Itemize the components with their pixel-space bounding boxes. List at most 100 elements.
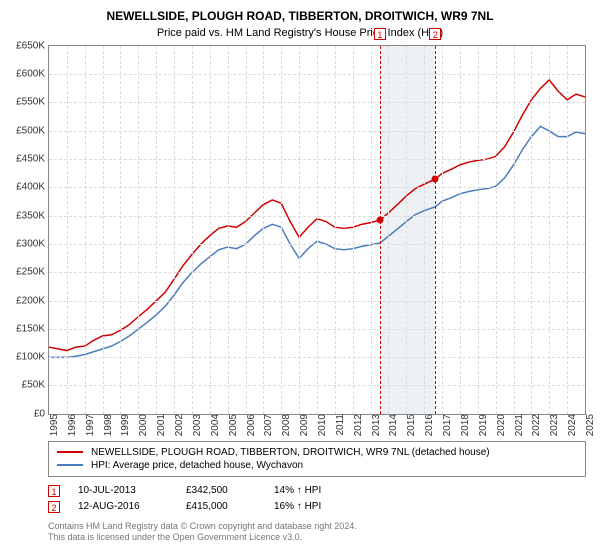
- y-axis-label: £550K: [16, 97, 49, 108]
- legend-item: HPI: Average price, detached house, Wych…: [57, 459, 577, 472]
- x-axis-label: 2016: [420, 414, 435, 436]
- gridline-vertical: [192, 46, 193, 414]
- gridline-vertical: [388, 46, 389, 414]
- gridline-vertical: [353, 46, 354, 414]
- legend-label: NEWELLSIDE, PLOUGH ROAD, TIBBERTON, DROI…: [91, 447, 490, 458]
- x-axis-label: 2021: [510, 414, 525, 436]
- sale-rows: 1 10-JUL-2013 £342,500 14% ↑ HPI 2 12-AU…: [48, 483, 586, 515]
- sale-point-marker: [432, 175, 439, 182]
- x-axis-label: 2025: [581, 414, 596, 436]
- x-axis-label: 2012: [349, 414, 364, 436]
- gridline-vertical: [281, 46, 282, 414]
- x-axis-label: 2011: [331, 414, 346, 436]
- x-axis-label: 2002: [170, 414, 185, 436]
- gridline-vertical: [442, 46, 443, 414]
- x-axis-label: 2003: [188, 414, 203, 436]
- x-axis-label: 2023: [545, 414, 560, 436]
- gridline-vertical: [228, 46, 229, 414]
- x-axis-label: 2007: [259, 414, 274, 436]
- y-axis-label: £150K: [16, 323, 49, 334]
- chart-title: NEWELLSIDE, PLOUGH ROAD, TIBBERTON, DROI…: [0, 0, 600, 25]
- sale-marker-label: 2: [429, 28, 441, 40]
- gridline-vertical: [317, 46, 318, 414]
- sale-row: 1 10-JUL-2013 £342,500 14% ↑ HPI: [48, 483, 586, 499]
- chart-container: NEWELLSIDE, PLOUGH ROAD, TIBBERTON, DROI…: [0, 0, 600, 560]
- gridline-vertical: [531, 46, 532, 414]
- sale-badge: 1: [48, 485, 60, 497]
- x-axis-label: 2022: [527, 414, 542, 436]
- y-axis-label: £350K: [16, 210, 49, 221]
- x-axis-label: 1999: [116, 414, 131, 436]
- sale-marker-line: [435, 46, 436, 414]
- x-axis-label: 2019: [474, 414, 489, 436]
- chart-subtitle: Price paid vs. HM Land Registry's House …: [0, 25, 600, 45]
- x-axis-label: 2001: [152, 414, 167, 436]
- legend-swatch: [57, 451, 83, 453]
- footer-line: Contains HM Land Registry data © Crown c…: [48, 521, 586, 533]
- sale-price: £415,000: [186, 501, 256, 512]
- gridline-vertical: [424, 46, 425, 414]
- sale-price: £342,500: [186, 485, 256, 496]
- gridline-vertical: [156, 46, 157, 414]
- footer-line: This data is licensed under the Open Gov…: [48, 532, 586, 544]
- y-axis-label: £100K: [16, 352, 49, 363]
- chart-plot-area: £0£50K£100K£150K£200K£250K£300K£350K£400…: [48, 45, 586, 415]
- y-axis-label: £250K: [16, 267, 49, 278]
- gridline-vertical: [103, 46, 104, 414]
- x-axis-label: 1995: [45, 414, 60, 436]
- x-axis-label: 1997: [81, 414, 96, 436]
- x-axis-label: 2013: [367, 414, 382, 436]
- gridline-vertical: [85, 46, 86, 414]
- gridline-vertical: [514, 46, 515, 414]
- gridline-vertical: [496, 46, 497, 414]
- gridline-vertical: [120, 46, 121, 414]
- gridline-vertical: [138, 46, 139, 414]
- y-axis-label: £450K: [16, 154, 49, 165]
- sale-date: 10-JUL-2013: [78, 485, 168, 496]
- gridline-vertical: [335, 46, 336, 414]
- gridline-vertical: [567, 46, 568, 414]
- legend-box: NEWELLSIDE, PLOUGH ROAD, TIBBERTON, DROI…: [48, 441, 586, 477]
- gridline-vertical: [299, 46, 300, 414]
- x-axis-label: 2010: [313, 414, 328, 436]
- x-axis-label: 2006: [242, 414, 257, 436]
- sale-row: 2 12-AUG-2016 £415,000 16% ↑ HPI: [48, 499, 586, 515]
- gridline-vertical: [478, 46, 479, 414]
- y-axis-label: £300K: [16, 238, 49, 249]
- gridline-vertical: [263, 46, 264, 414]
- x-axis-label: 2004: [206, 414, 221, 436]
- legend-item: NEWELLSIDE, PLOUGH ROAD, TIBBERTON, DROI…: [57, 446, 577, 459]
- x-axis-label: 2009: [295, 414, 310, 436]
- gridline-vertical: [460, 46, 461, 414]
- sale-delta: 14% ↑ HPI: [274, 485, 354, 496]
- sale-date: 12-AUG-2016: [78, 501, 168, 512]
- x-axis-label: 2020: [492, 414, 507, 436]
- sale-delta: 16% ↑ HPI: [274, 501, 354, 512]
- y-axis-label: £600K: [16, 69, 49, 80]
- gridline-vertical: [406, 46, 407, 414]
- footer-attribution: Contains HM Land Registry data © Crown c…: [48, 521, 586, 544]
- x-axis-label: 2000: [134, 414, 149, 436]
- gridline-vertical: [371, 46, 372, 414]
- y-axis-label: £200K: [16, 295, 49, 306]
- legend-label: HPI: Average price, detached house, Wych…: [91, 460, 303, 471]
- x-axis-label: 2015: [402, 414, 417, 436]
- gridline-vertical: [549, 46, 550, 414]
- x-axis-label: 1998: [99, 414, 114, 436]
- sale-marker-line: [380, 46, 381, 414]
- sale-marker-label: 1: [374, 28, 386, 40]
- gridline-vertical: [210, 46, 211, 414]
- x-axis-label: 2008: [277, 414, 292, 436]
- x-axis-label: 1996: [63, 414, 78, 436]
- x-axis-label: 2018: [456, 414, 471, 436]
- x-axis-label: 2005: [224, 414, 239, 436]
- x-axis-label: 2024: [563, 414, 578, 436]
- y-axis-label: £650K: [16, 40, 49, 51]
- sale-badge: 2: [48, 501, 60, 513]
- legend-swatch: [57, 464, 83, 466]
- y-axis-label: £50K: [22, 380, 49, 391]
- sale-point-marker: [376, 216, 383, 223]
- gridline-vertical: [174, 46, 175, 414]
- gridline-vertical: [67, 46, 68, 414]
- y-axis-label: £400K: [16, 182, 49, 193]
